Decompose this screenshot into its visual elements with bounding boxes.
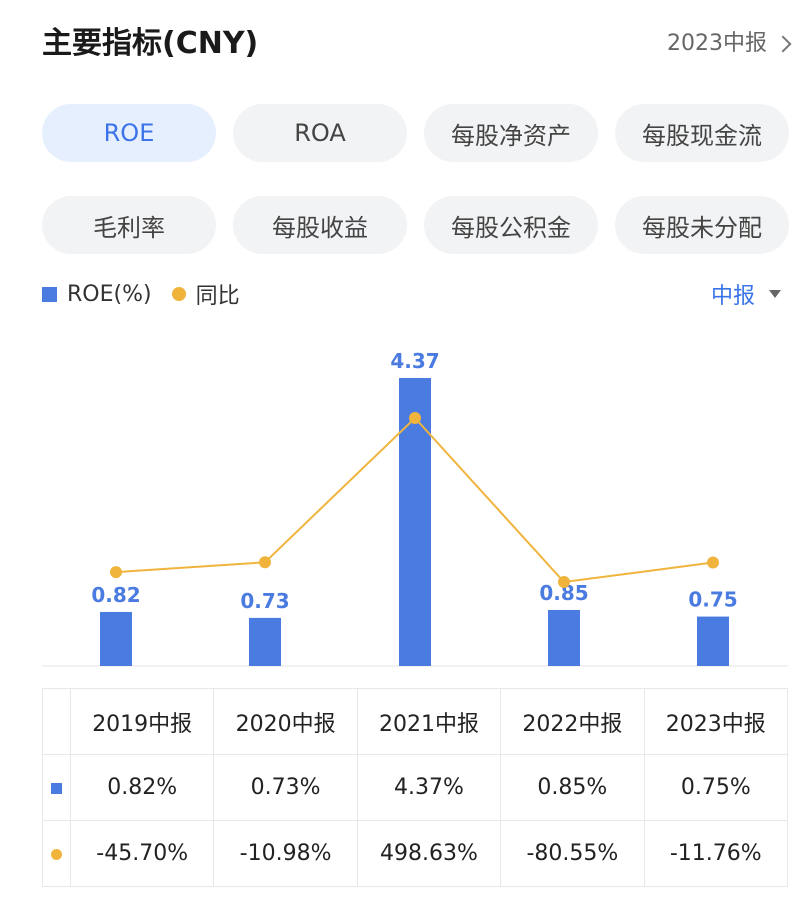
tab-roe[interactable]: ROE [42, 104, 216, 162]
bar-value-label: 0.75 [688, 588, 737, 612]
roe-chart: 0.82 0.734.370.85 0.75 [42, 349, 788, 667]
table-cell: -10.98% [213, 820, 358, 887]
table-header-cell: 2023中报 [643, 688, 789, 755]
roe-bar [548, 609, 580, 666]
table-header-cell: 2021中报 [356, 688, 502, 755]
tab-eps[interactable]: 每股收益 [233, 196, 407, 254]
table-cell: 4.37% [356, 754, 502, 821]
tab-cashflow-per-share[interactable]: 每股现金流 [615, 104, 789, 162]
page-title: 主要指标(CNY) [42, 26, 259, 61]
bar-value-label: 0.73 [240, 589, 289, 613]
table-header-row: 2019中报 2020中报 2021中报 2022中报 2023中报 [42, 688, 789, 755]
table-corner-cell [42, 688, 71, 755]
roe-bar [100, 611, 132, 666]
chart-legend: ROE(%) 同比 [42, 278, 240, 310]
period-select[interactable]: 中报 [711, 278, 781, 310]
table-cell: -80.55% [500, 820, 645, 887]
table-cell: 498.63% [356, 820, 502, 887]
yoy-point [110, 566, 122, 579]
header: 主要指标(CNY) 2023中报 [42, 22, 792, 66]
roe-bar [399, 378, 431, 666]
table-cell: 0.75% [643, 754, 789, 821]
chevron-right-icon [774, 35, 792, 53]
table-cell: -45.70% [69, 820, 215, 887]
tab-net-assets-per-share[interactable]: 每股净资产 [424, 104, 598, 162]
data-table: 2019中报 2020中报 2021中报 2022中报 2023中报 0.82%… [42, 688, 789, 887]
bar-value-label: 4.37 [390, 349, 439, 373]
square-marker-icon [51, 783, 62, 794]
roe-bar [697, 616, 729, 666]
table-cell: 0.73% [213, 754, 358, 821]
table-cell: 0.85% [500, 754, 645, 821]
bar-legend-swatch [42, 286, 57, 302]
table-row-yoy: -45.70% -10.98% 498.63% -80.55% -11.76% [42, 820, 789, 887]
line-legend-label: 同比 [195, 284, 240, 309]
report-period-label: 2023中报 [667, 31, 767, 56]
bar-legend-label: ROE(%) [67, 281, 152, 307]
tab-gross-margin[interactable]: 毛利率 [42, 196, 216, 254]
yoy-point [409, 412, 421, 424]
table-header-cell: 2019中报 [69, 688, 215, 755]
caret-down-icon [769, 290, 781, 298]
table-row-roe: 0.82% 0.73% 4.37% 0.85% 0.75% [42, 754, 789, 821]
table-header-cell: 2022中报 [500, 688, 645, 755]
yoy-row-marker [42, 820, 71, 887]
table-cell: 0.82% [69, 754, 215, 821]
table-header-cell: 2020中报 [213, 688, 358, 755]
yoy-point [707, 556, 719, 569]
bar-value-label: 0.82 [91, 583, 140, 607]
table-cell: -11.76% [643, 820, 789, 887]
yoy-point [259, 556, 271, 569]
report-period-link[interactable]: 2023中报 [667, 26, 792, 62]
dot-marker-icon [51, 849, 62, 860]
line-legend-swatch [171, 287, 186, 301]
tab-reserve-per-share[interactable]: 每股公积金 [424, 196, 598, 254]
tab-roa[interactable]: ROA [233, 104, 407, 162]
yoy-point [558, 576, 570, 588]
period-select-value: 中报 [710, 284, 755, 309]
tab-undistributed-per-share[interactable]: 每股未分配 [615, 196, 789, 254]
roe-bar [249, 617, 281, 666]
roe-row-marker [42, 754, 71, 821]
